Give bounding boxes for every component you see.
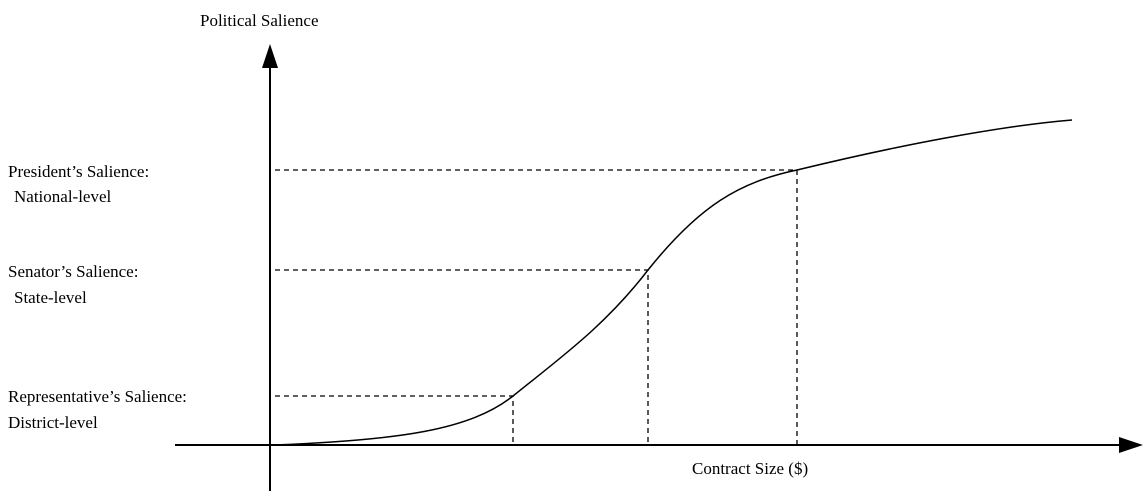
level-scope: National-level xyxy=(14,187,112,206)
senator-guide xyxy=(275,269,649,445)
level-title: Representative’s Salience: xyxy=(8,387,187,406)
level-title: President’s Salience: xyxy=(8,162,149,181)
y-axis-arrow xyxy=(262,44,278,68)
x-axis-arrow xyxy=(1119,437,1143,453)
president-guide xyxy=(275,169,798,445)
y-axis-label: Political Salience xyxy=(200,11,319,30)
representative-guide xyxy=(275,395,514,445)
salience-curve xyxy=(274,119,1073,446)
level-scope: District-level xyxy=(8,413,98,432)
level-title: Senator’s Salience: xyxy=(8,262,138,281)
x-axis-label: Contract Size ($) xyxy=(692,459,808,478)
level-scope: State-level xyxy=(14,288,87,307)
